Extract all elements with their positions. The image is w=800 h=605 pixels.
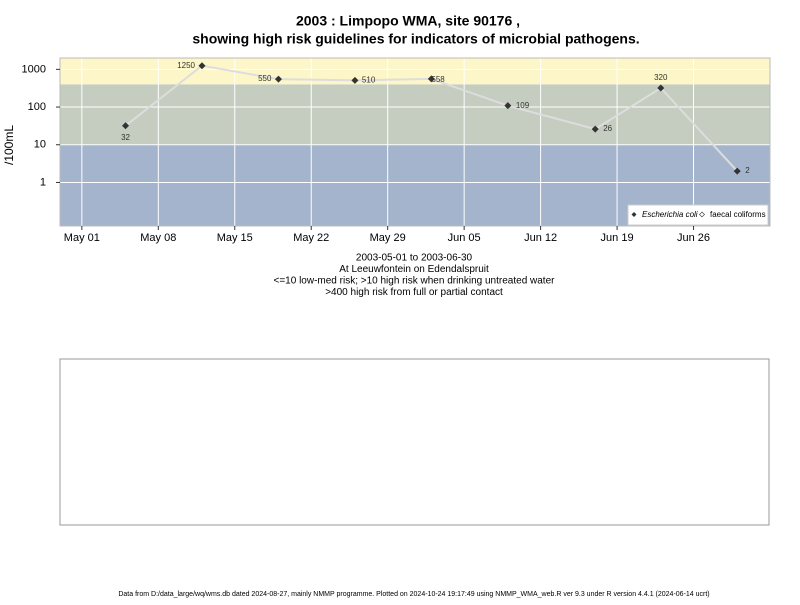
data-point: [657, 84, 665, 92]
data-label: 558: [431, 75, 445, 84]
data-label: 550: [258, 74, 272, 83]
subtitle: At Leeuwfontein on Edendalspruit: [339, 264, 489, 275]
data-point: [274, 75, 282, 83]
legend-box: [627, 204, 769, 226]
footer: Data from D:/data_large/wq/wms.db dated …: [118, 591, 709, 598]
x-tick-label: Jun 19: [601, 232, 634, 244]
data-label: 320: [654, 73, 668, 82]
data-label: 32: [121, 133, 130, 142]
x-tick-label: May 22: [293, 232, 329, 244]
legend-label: Escherichia coli: [642, 210, 698, 219]
y-tick-label: 100: [28, 101, 46, 113]
data-point: [591, 125, 599, 133]
y-tick-label: 1000: [22, 63, 46, 75]
x-tick-label: May 15: [217, 232, 253, 244]
subtitle: <=10 low-med risk; >10 high risk when dr…: [274, 276, 556, 287]
data-label: 26: [603, 124, 612, 133]
subtitle: >400 high risk from full or partial cont…: [325, 287, 503, 298]
y-tick-label: 1: [40, 176, 46, 188]
empty-panel: [59, 358, 770, 526]
data-point: [198, 62, 206, 70]
data-label: 1250: [177, 61, 195, 70]
y-tick-label: 10: [34, 139, 46, 151]
data-label: 2: [745, 166, 750, 175]
chart-title: 2003 : Limpopo WMA, site 90176 ,: [296, 13, 520, 29]
x-tick-label: May 01: [64, 232, 100, 244]
data-label: 109: [516, 101, 530, 110]
x-tick-label: May 08: [140, 232, 176, 244]
plot-frame: [59, 57, 771, 227]
legend-label: faecal coliforms: [710, 210, 766, 219]
x-tick-label: Jun 05: [448, 232, 481, 244]
chart-title: showing high risk guidelines for indicat…: [192, 31, 639, 47]
data-point: [504, 102, 512, 110]
data-point: [122, 122, 130, 130]
x-tick-label: Jun 26: [677, 232, 710, 244]
data-point: [351, 76, 359, 84]
data-point: [733, 167, 741, 175]
data-label: 510: [362, 75, 376, 84]
x-tick-label: May 29: [370, 232, 406, 244]
x-tick-label: Jun 12: [524, 232, 557, 244]
data-point: [427, 75, 435, 83]
legend-marker: [699, 211, 705, 218]
subtitle: 2003-05-01 to 2003-06-30: [356, 253, 473, 264]
legend-marker: [631, 212, 637, 217]
y-axis-label: /100mL: [2, 125, 16, 165]
